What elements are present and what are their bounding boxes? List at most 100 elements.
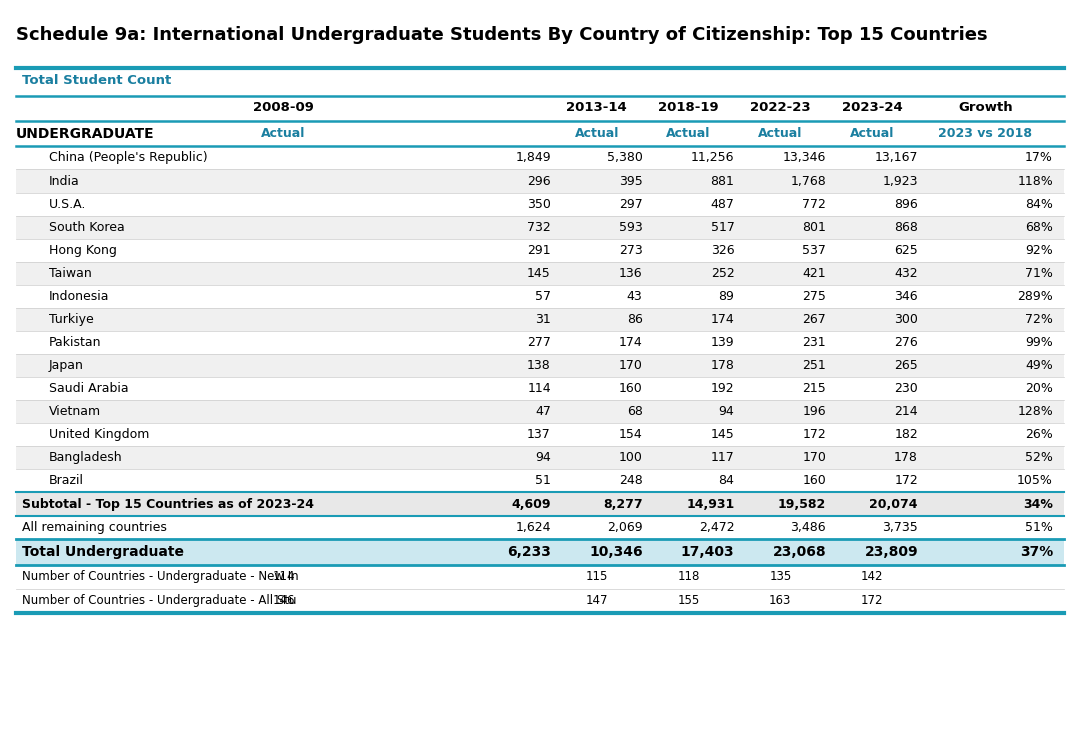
Text: 146: 146 xyxy=(272,594,295,608)
Text: Hong Kong: Hong Kong xyxy=(49,244,117,257)
Text: 10,346: 10,346 xyxy=(589,545,643,559)
Text: 296: 296 xyxy=(527,174,551,187)
Text: 248: 248 xyxy=(619,474,643,487)
Text: 172: 172 xyxy=(861,594,883,608)
Text: 174: 174 xyxy=(619,336,643,349)
Text: 2023 vs 2018: 2023 vs 2018 xyxy=(939,127,1032,140)
Text: 135: 135 xyxy=(769,570,792,584)
Text: Actual: Actual xyxy=(575,127,619,140)
Text: 346: 346 xyxy=(894,290,918,303)
Text: 142: 142 xyxy=(861,570,883,584)
Bar xyxy=(16,492,1064,516)
Text: 160: 160 xyxy=(802,474,826,487)
Bar xyxy=(16,565,1064,589)
Text: 291: 291 xyxy=(527,244,551,257)
Text: 84: 84 xyxy=(718,474,734,487)
Text: 1,923: 1,923 xyxy=(882,174,918,187)
Bar xyxy=(16,399,1064,423)
Text: 275: 275 xyxy=(802,290,826,303)
Text: 2,069: 2,069 xyxy=(607,522,643,535)
Text: 230: 230 xyxy=(894,382,918,395)
Text: Bangladesh: Bangladesh xyxy=(49,451,122,464)
Text: Actual: Actual xyxy=(261,127,306,140)
Text: Turkiye: Turkiye xyxy=(49,313,93,325)
Text: 172: 172 xyxy=(894,474,918,487)
Text: 2023-24: 2023-24 xyxy=(841,101,903,115)
Bar xyxy=(16,331,1064,353)
Text: 289%: 289% xyxy=(1017,290,1053,303)
Bar xyxy=(16,539,1064,565)
Text: 145: 145 xyxy=(527,267,551,279)
Bar xyxy=(16,445,1064,469)
Text: 31: 31 xyxy=(535,313,551,325)
Text: 68: 68 xyxy=(626,405,643,418)
Bar xyxy=(16,146,1064,169)
Text: 2013-14: 2013-14 xyxy=(566,101,627,115)
Text: 37%: 37% xyxy=(1020,545,1053,559)
Text: 23,809: 23,809 xyxy=(864,545,918,559)
Text: 214: 214 xyxy=(894,405,918,418)
Text: 273: 273 xyxy=(619,244,643,257)
Text: 52%: 52% xyxy=(1025,451,1053,464)
Text: 94: 94 xyxy=(718,405,734,418)
Text: Number of Countries - Undergraduate - All Stu: Number of Countries - Undergraduate - Al… xyxy=(22,594,296,608)
Text: 118%: 118% xyxy=(1017,174,1053,187)
Text: 3,735: 3,735 xyxy=(882,522,918,535)
Text: 13,167: 13,167 xyxy=(875,152,918,165)
Text: 170: 170 xyxy=(802,451,826,464)
Text: 432: 432 xyxy=(894,267,918,279)
Text: Pakistan: Pakistan xyxy=(49,336,102,349)
Text: 276: 276 xyxy=(894,336,918,349)
Text: 19,582: 19,582 xyxy=(778,498,826,510)
Text: Actual: Actual xyxy=(850,127,894,140)
Text: Subtotal - Top 15 Countries as of 2023-24: Subtotal - Top 15 Countries as of 2023-2… xyxy=(22,498,313,510)
Text: 2,472: 2,472 xyxy=(699,522,734,535)
Text: UNDERGRADUATE: UNDERGRADUATE xyxy=(16,127,154,140)
Text: 170: 170 xyxy=(619,359,643,371)
Text: 160: 160 xyxy=(619,382,643,395)
Text: 1,624: 1,624 xyxy=(515,522,551,535)
Bar xyxy=(16,169,1064,193)
Text: 537: 537 xyxy=(802,244,826,257)
Text: 117: 117 xyxy=(711,451,734,464)
Text: 17%: 17% xyxy=(1025,152,1053,165)
Text: 47: 47 xyxy=(535,405,551,418)
Text: 14,931: 14,931 xyxy=(686,498,734,510)
Text: 172: 172 xyxy=(802,428,826,441)
Text: Number of Countries - Undergraduate - New In: Number of Countries - Undergraduate - Ne… xyxy=(22,570,298,584)
Text: 277: 277 xyxy=(527,336,551,349)
Bar xyxy=(16,307,1064,331)
Bar xyxy=(16,469,1064,492)
Text: 182: 182 xyxy=(894,428,918,441)
Text: 51%: 51% xyxy=(1025,522,1053,535)
Text: 20%: 20% xyxy=(1025,382,1053,395)
Text: 137: 137 xyxy=(527,428,551,441)
Text: 2018-19: 2018-19 xyxy=(658,101,719,115)
Text: Growth: Growth xyxy=(958,101,1013,115)
Bar xyxy=(16,377,1064,399)
Text: 178: 178 xyxy=(894,451,918,464)
Text: United Kingdom: United Kingdom xyxy=(49,428,149,441)
Text: 192: 192 xyxy=(711,382,734,395)
Text: Indonesia: Indonesia xyxy=(49,290,109,303)
Text: 231: 231 xyxy=(802,336,826,349)
Text: 139: 139 xyxy=(711,336,734,349)
Text: 4,609: 4,609 xyxy=(511,498,551,510)
Text: 395: 395 xyxy=(619,174,643,187)
Text: 174: 174 xyxy=(711,313,734,325)
Text: 99%: 99% xyxy=(1025,336,1053,349)
Bar xyxy=(16,215,1064,239)
Text: 300: 300 xyxy=(894,313,918,325)
Text: 1,849: 1,849 xyxy=(515,152,551,165)
Text: 145: 145 xyxy=(711,428,734,441)
Bar xyxy=(16,353,1064,377)
Text: 1,768: 1,768 xyxy=(791,174,826,187)
Text: 94: 94 xyxy=(535,451,551,464)
Text: 8,277: 8,277 xyxy=(603,498,643,510)
Text: Total Undergraduate: Total Undergraduate xyxy=(22,545,184,559)
Text: 92%: 92% xyxy=(1025,244,1053,257)
Text: 178: 178 xyxy=(711,359,734,371)
Text: 2022-23: 2022-23 xyxy=(750,101,811,115)
Text: 6,233: 6,233 xyxy=(507,545,551,559)
Text: 68%: 68% xyxy=(1025,220,1053,233)
